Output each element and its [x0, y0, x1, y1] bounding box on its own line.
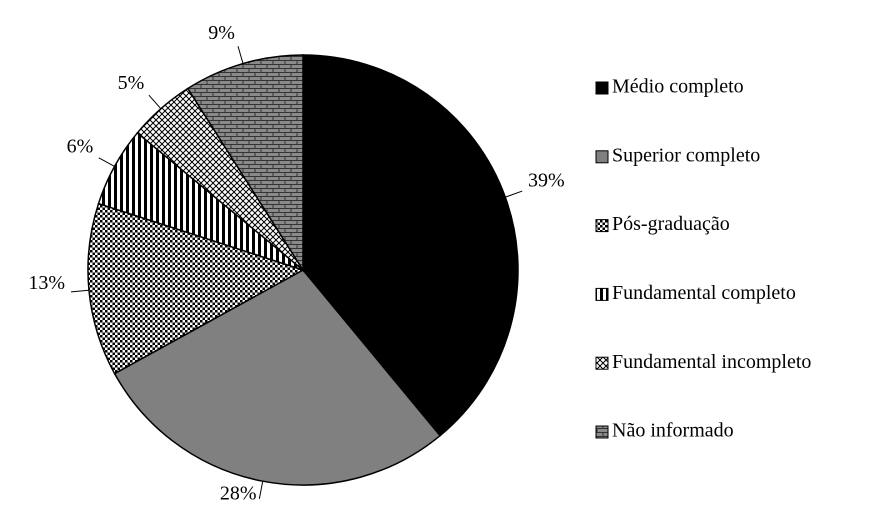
leader-line	[148, 94, 162, 110]
data-label: 9%	[208, 22, 235, 44]
pie-slice	[302, 54, 519, 437]
legend-label: Não informado	[612, 420, 734, 442]
legend-swatch	[595, 150, 609, 164]
legend-label: Pós-graduação	[612, 213, 730, 235]
pie-slice	[113, 269, 442, 486]
legend-swatch	[595, 287, 609, 301]
pie-slice	[87, 202, 305, 375]
data-label: 6%	[67, 135, 94, 157]
data-label: 5%	[118, 72, 145, 94]
legend-swatch	[595, 425, 609, 439]
leader-line	[70, 289, 90, 293]
data-label: 39%	[528, 169, 565, 191]
leader-line	[258, 481, 264, 499]
legend-swatch	[595, 356, 609, 370]
leader-line	[237, 46, 244, 64]
leader-line	[98, 157, 115, 167]
data-label: 13%	[28, 272, 65, 294]
legend-swatch	[595, 219, 609, 233]
leader-line	[505, 190, 523, 198]
legend-label: Médio completo	[612, 76, 744, 98]
legend-label: Fundamental completo	[612, 282, 796, 304]
legend-label: Fundamental incompleto	[612, 351, 811, 373]
legend-label: Superior completo	[612, 144, 760, 166]
data-label: 28%	[220, 482, 257, 504]
legend-swatch	[595, 81, 609, 95]
